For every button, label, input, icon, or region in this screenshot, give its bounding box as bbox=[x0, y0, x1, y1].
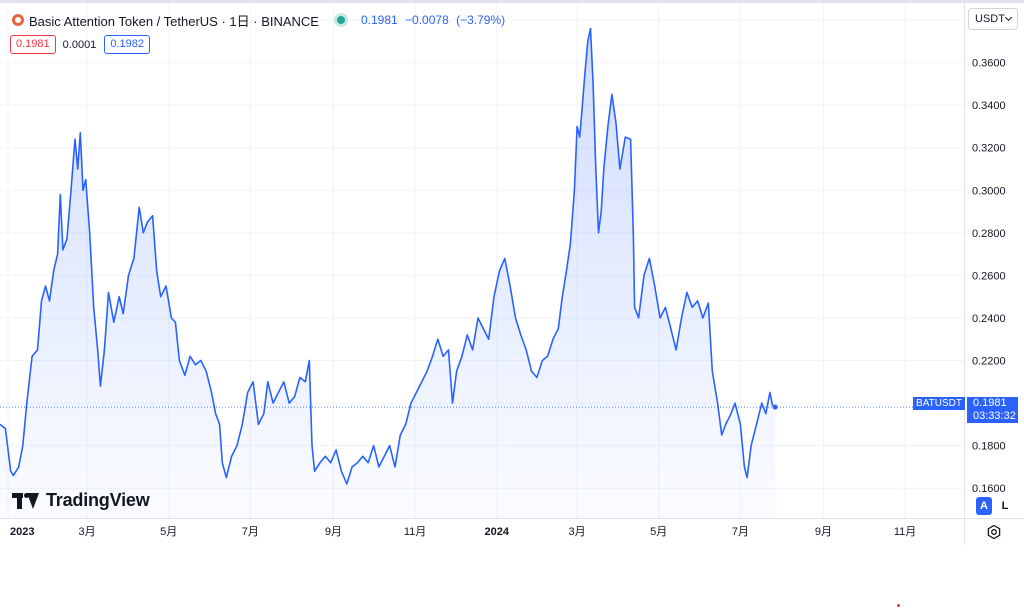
legend-quote: 0.1981 −0.0078 (−3.79%) bbox=[361, 13, 509, 27]
bar-countdown: 03:33:32 bbox=[973, 410, 1016, 422]
price-tick-label: 0.3200 bbox=[972, 143, 1006, 155]
buy-price-button[interactable]: 0.1982 bbox=[104, 35, 150, 54]
auto-scale-button[interactable]: A bbox=[976, 497, 992, 515]
window-top-border bbox=[0, 0, 1024, 3]
time-tick-label: 7月 bbox=[242, 526, 259, 538]
price-line-symbol-label: BATUSDT bbox=[913, 397, 965, 410]
symbol-title[interactable]: Basic Attention Token / TetherUS · 1日 · … bbox=[29, 13, 319, 29]
tradingview-logo-icon bbox=[12, 492, 40, 509]
time-tick-label: 2023 bbox=[10, 526, 34, 538]
log-scale-button[interactable]: L bbox=[997, 497, 1013, 515]
time-tick-label: 3月 bbox=[568, 526, 585, 538]
time-tick-label: 11月 bbox=[404, 526, 426, 538]
currency-label: USDT bbox=[975, 13, 1005, 25]
time-tick-label: 5月 bbox=[650, 526, 667, 538]
bat-coin-icon bbox=[12, 14, 24, 26]
brand-text: TradingView bbox=[46, 490, 150, 510]
legend-change-pct: (−3.79%) bbox=[456, 13, 506, 27]
time-tick-label: 9月 bbox=[325, 526, 342, 538]
price-tick-label: 0.1600 bbox=[972, 483, 1006, 495]
price-tick-label: 0.3400 bbox=[972, 100, 1006, 112]
tradingview-logo[interactable]: TradingView bbox=[12, 490, 150, 511]
price-tick-label: 0.3000 bbox=[972, 185, 1006, 197]
price-tick-label: 0.3600 bbox=[972, 58, 1006, 70]
time-tick-label: 5月 bbox=[160, 526, 177, 538]
order-price-boxes: 0.1981 0.0001 0.1982 bbox=[10, 35, 150, 54]
chevron-down-icon bbox=[1004, 13, 1013, 22]
last-price-value: 0.1981 bbox=[973, 397, 1007, 409]
chart-legend: Basic Attention Token / TetherUS · 1日 · … bbox=[12, 11, 509, 29]
price-tick-label: 0.2200 bbox=[972, 356, 1006, 368]
price-tick-label: 0.2400 bbox=[972, 313, 1006, 325]
stray-marker bbox=[897, 604, 900, 607]
gear-icon[interactable] bbox=[986, 524, 1002, 540]
price-series-line bbox=[0, 27, 776, 485]
time-tick-label: 2024 bbox=[484, 526, 509, 538]
time-tick-label: 3月 bbox=[78, 526, 95, 538]
sell-price-button[interactable]: 0.1981 bbox=[10, 35, 56, 54]
time-tick-label: 11月 bbox=[894, 526, 916, 538]
time-tick-label: 9月 bbox=[815, 526, 832, 538]
price-area-fill bbox=[0, 28, 776, 518]
currency-select[interactable]: USDT bbox=[968, 8, 1018, 30]
last-price-point bbox=[772, 404, 778, 410]
price-tick-label: 0.1800 bbox=[972, 441, 1006, 453]
time-tick-label: 7月 bbox=[732, 526, 749, 538]
price-tick-label: 0.2800 bbox=[972, 228, 1006, 240]
price-tick-label: 0.2600 bbox=[972, 270, 1006, 282]
spread-value: 0.0001 bbox=[62, 38, 97, 51]
market-open-dot-icon bbox=[336, 16, 345, 24]
last-price-label: 0.1981 03:33:32 bbox=[967, 397, 1018, 423]
legend-last-price: 0.1981 bbox=[360, 13, 398, 27]
legend-change: −0.0078 bbox=[405, 13, 449, 27]
price-chart[interactable]: 0.16000.18000.20000.22000.24000.26000.28… bbox=[0, 0, 1024, 545]
